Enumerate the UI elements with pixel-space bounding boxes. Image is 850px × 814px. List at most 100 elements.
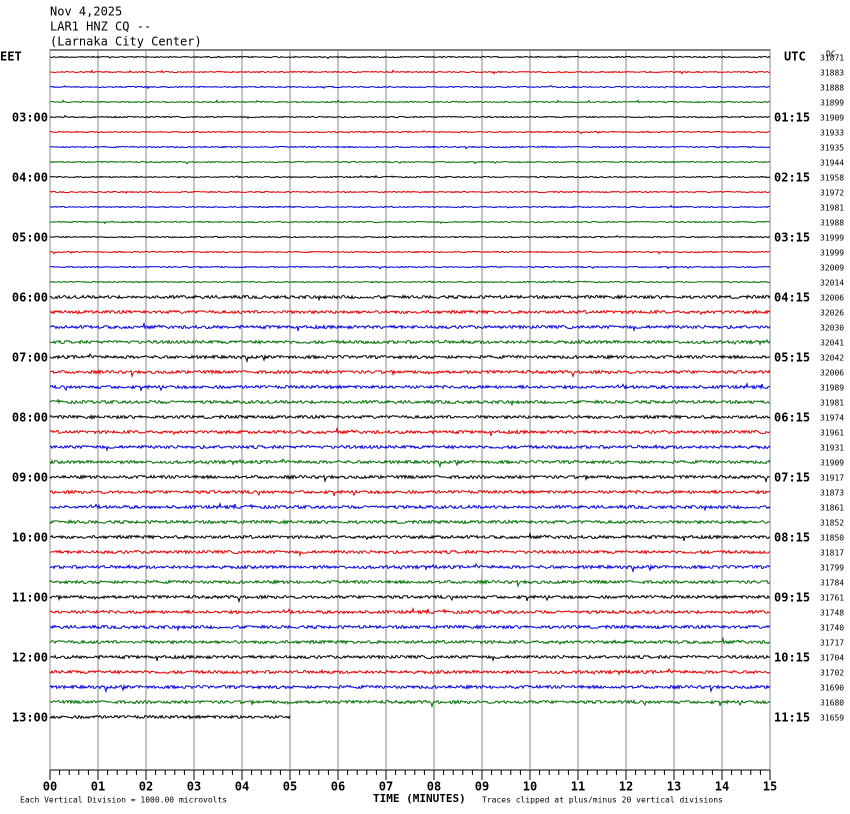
left-zone: EET [0, 50, 22, 64]
trace-id: 31704 [820, 654, 844, 663]
trace-id: 31974 [820, 414, 844, 423]
trace-id: 31817 [820, 549, 844, 558]
trace-id: 31852 [820, 519, 844, 528]
trace-id: 31931 [820, 444, 844, 453]
trace-id: 31899 [820, 99, 844, 108]
trace-id: 31799 [820, 564, 844, 573]
trace-id: 31933 [820, 129, 844, 138]
right-time-label: 11:15 [774, 711, 810, 725]
trace-id: 31888 [820, 84, 844, 93]
trace [49, 99, 771, 104]
trace-id: 31873 [820, 489, 844, 498]
x-tick-label: 02 [139, 780, 153, 794]
trace [49, 279, 771, 284]
title-line: Nov 4,2025 [50, 5, 122, 19]
left-time-label: 05:00 [12, 231, 48, 245]
left-time-label: 11:00 [12, 591, 48, 605]
trace-id: 31680 [820, 699, 844, 708]
trace-id: 31944 [820, 159, 844, 168]
x-tick-label: 01 [91, 780, 105, 794]
clip-note: Traces clipped at plus/minus 20 vertical… [482, 796, 723, 805]
trace [49, 443, 771, 453]
trace [49, 606, 771, 616]
trace [49, 204, 771, 209]
left-time-label: 08:00 [12, 411, 48, 425]
trace [49, 160, 771, 165]
trace [49, 294, 771, 302]
trace-id: 32026 [820, 309, 844, 318]
trace [49, 145, 771, 150]
right-time-label: 10:15 [774, 651, 810, 665]
trace-id: 31717 [820, 639, 844, 648]
trace [49, 549, 771, 558]
x-tick-label: 13 [667, 780, 681, 794]
trace [49, 667, 771, 676]
trace [49, 398, 771, 407]
trace [49, 714, 291, 720]
left-time-label: 13:00 [12, 711, 48, 725]
trace-id: 32042 [820, 354, 844, 363]
trace [50, 69, 771, 75]
trace-id: 32006 [820, 294, 844, 303]
trace [49, 338, 771, 346]
right-time-label: 02:15 [774, 171, 810, 185]
trace-id: 31702 [820, 669, 844, 678]
trace-id: 31659 [820, 714, 844, 723]
trace [49, 414, 771, 420]
trace-id: 31988 [820, 219, 844, 228]
plot-frame [49, 49, 771, 771]
trace [49, 683, 771, 694]
trace-id: 31935 [820, 144, 844, 153]
title-line: LAR1 HNZ CQ -- [50, 20, 151, 34]
left-time-label: 04:00 [12, 171, 48, 185]
trace-id: 32006 [820, 369, 844, 378]
trace [49, 381, 771, 392]
trace-id: 31784 [820, 579, 844, 588]
left-time-label: 10:00 [12, 531, 48, 545]
trace-id: 31989 [820, 384, 844, 393]
right-time-label: 09:15 [774, 591, 810, 605]
x-tick-label: 12 [619, 780, 633, 794]
trace [49, 190, 771, 194]
trace [49, 369, 771, 379]
trace [49, 309, 771, 316]
x-tick-label: 05 [283, 780, 297, 794]
x-axis-label: TIME (MINUTES) [373, 792, 466, 805]
trace [49, 501, 771, 512]
x-tick-label: 08 [427, 780, 441, 794]
trace-id: 31690 [820, 684, 844, 693]
trace [49, 114, 771, 120]
trace-id: 31871 [820, 54, 844, 63]
trace-id: 31850 [820, 534, 844, 543]
left-time-label: 12:00 [12, 651, 48, 665]
x-tick-label: 11 [571, 780, 585, 794]
trace-id: 31909 [820, 459, 844, 468]
trace [49, 250, 770, 255]
trace [49, 130, 771, 135]
x-tick-label: 07 [379, 780, 393, 794]
trace [49, 265, 771, 270]
trace-id: 31748 [820, 609, 844, 618]
trace-id: 32014 [820, 279, 844, 288]
trace-id: 31958 [820, 174, 844, 183]
left-time-label: 07:00 [12, 351, 48, 365]
trace-id: 31861 [820, 504, 844, 513]
left-time-label: 03:00 [12, 111, 48, 125]
x-tick-label: 09 [475, 780, 489, 794]
trace [49, 531, 771, 542]
scale-note: Each Vertical Division = 1000.00 microvo… [20, 796, 227, 805]
trace-id: 31761 [820, 594, 844, 603]
right-time-label: 07:15 [774, 471, 810, 485]
trace-id: 31972 [820, 189, 844, 198]
trace [49, 220, 771, 225]
trace-id: 31917 [820, 474, 844, 483]
trace [49, 457, 771, 469]
trace [49, 474, 771, 484]
trace-id: 31740 [820, 624, 844, 633]
trace-id: 32009 [820, 264, 844, 273]
right-time-label: 04:15 [774, 291, 810, 305]
trace [49, 426, 771, 437]
x-tick-label: 04 [235, 780, 249, 794]
right-time-label: 08:15 [774, 531, 810, 545]
